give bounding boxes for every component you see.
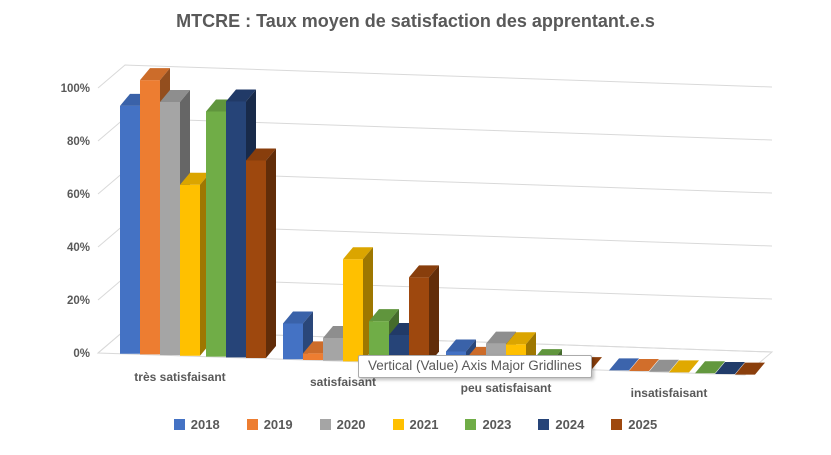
bar-2024-insatisfaisant[interactable]: [715, 361, 745, 374]
legend-label: 2023: [482, 417, 512, 432]
legend-label: 2024: [555, 417, 585, 432]
bar-2021-insatisfaisant[interactable]: [669, 360, 699, 373]
y-tick-label[interactable]: 80%: [67, 136, 90, 148]
y-tick-label[interactable]: 60%: [67, 189, 90, 201]
legend-item-2023[interactable]: 2023: [465, 417, 511, 432]
legend-label: 2019: [263, 417, 293, 432]
y-tick-label[interactable]: 20%: [67, 295, 90, 307]
bar-2025-insatisfaisant[interactable]: [735, 362, 765, 375]
bar-2021-très satisfaisant[interactable]: [180, 172, 210, 356]
bar-2021-satisfaisant[interactable]: [343, 247, 373, 362]
legend-label: 2018: [190, 417, 220, 432]
category-label[interactable]: insatisfaisant: [630, 386, 708, 401]
legend: 2018 2019 2020 2021 2023 2024 2025: [0, 417, 831, 432]
legend-swatch-icon: [392, 419, 404, 430]
major-gridline[interactable]: [97, 117, 773, 142]
legend-label: 2021: [409, 417, 439, 432]
category-label[interactable]: très satisfaisant: [134, 369, 226, 384]
y-tick-label[interactable]: 40%: [67, 242, 90, 254]
major-gridline[interactable]: [97, 64, 773, 89]
legend-item-2020[interactable]: 2020: [319, 417, 366, 432]
y-tick-label[interactable]: 0%: [73, 348, 90, 360]
legend-swatch-icon: [611, 419, 623, 430]
bar-2020-insatisfaisant[interactable]: [649, 359, 679, 372]
legend-item-2021[interactable]: 2021: [392, 417, 439, 432]
legend-item-2024[interactable]: 2024: [538, 417, 584, 432]
category-label[interactable]: peu satisfaisant: [460, 380, 552, 395]
legend-swatch-icon: [465, 419, 477, 430]
bar-2018-insatisfaisant[interactable]: [609, 358, 639, 371]
bar-2025-très satisfaisant[interactable]: [246, 148, 276, 359]
legend-item-2018[interactable]: 2018: [173, 417, 220, 432]
chart-title[interactable]: MTCRE : Taux moyen de satisfaction des a…: [176, 11, 655, 31]
legend-swatch-icon: [246, 419, 258, 430]
bar-2025-satisfaisant[interactable]: [409, 265, 439, 364]
legend-item-2025[interactable]: 2025: [611, 417, 657, 432]
legend-label: 2025: [628, 417, 658, 432]
legend-swatch-icon: [538, 419, 550, 430]
legend-label: 2020: [336, 417, 366, 432]
y-tick-label[interactable]: 100%: [61, 83, 90, 95]
bar-2018-satisfaisant[interactable]: [283, 311, 313, 360]
bar-2019-insatisfaisant[interactable]: [629, 359, 659, 372]
bar-2023-insatisfaisant[interactable]: [695, 361, 725, 374]
category-label[interactable]: satisfaisant: [309, 375, 377, 390]
legend-item-2019[interactable]: 2019: [246, 417, 293, 432]
legend-swatch-icon: [319, 419, 331, 430]
chart-canvas[interactable]: 0% 20% 40% 60% 80% 100%: [0, 0, 831, 412]
legend-swatch-icon: [173, 419, 185, 430]
tooltip: Vertical (Value) Axis Major Gridlines: [358, 355, 592, 378]
